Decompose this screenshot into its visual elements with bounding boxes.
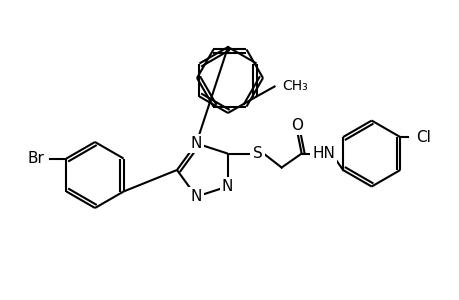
Text: S: S — [252, 146, 262, 161]
Text: HN: HN — [312, 146, 334, 161]
Text: Br: Br — [28, 151, 45, 166]
Text: N: N — [222, 179, 233, 194]
Text: Cl: Cl — [415, 130, 430, 145]
Text: CH₃: CH₃ — [282, 80, 308, 94]
Text: N: N — [190, 189, 202, 204]
Text: O: O — [290, 118, 302, 133]
Text: N: N — [190, 136, 202, 151]
